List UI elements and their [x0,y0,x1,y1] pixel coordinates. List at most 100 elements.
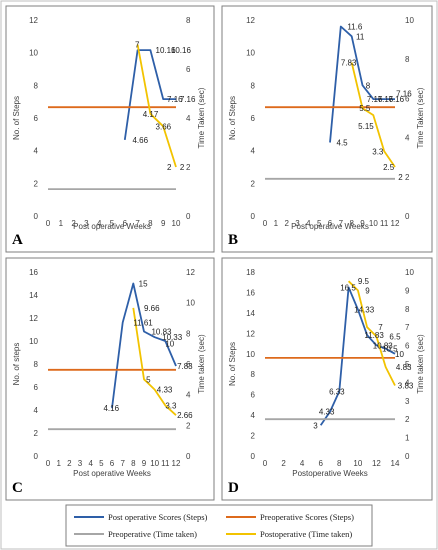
data-label: 7.83 [341,59,357,68]
x-tick-label: 3 [295,219,300,228]
x-tick-label: 2 [281,459,286,468]
right-tick-label: 2 [405,173,410,182]
right-tick-label: 10 [405,268,414,277]
data-label: 4.5 [337,139,349,148]
panel-letter: B [228,232,238,248]
x-tick-label: 0 [263,459,268,468]
series-line-post-steps [319,286,396,426]
x-tick-label: 6 [318,459,323,468]
data-label: 2.5 [383,163,395,172]
series-line-post-time [136,44,177,168]
right-tick-label: 3 [405,397,410,406]
left-tick-label: 12 [246,16,255,25]
panel-c-frame [5,257,215,501]
x-tick-label: 0 [46,219,51,228]
x-tick-label: 7 [135,219,140,228]
x-tick-label: 2 [71,219,76,228]
x-tick-label: 6 [110,459,115,468]
right-tick-label: 4 [405,378,410,387]
data-label: 5 [146,375,151,384]
y2-axis-label: Time taken (sec) [197,334,206,394]
data-label: 9 [365,286,370,295]
x-tick-label: 4 [97,219,102,228]
x-tick-label: 7 [120,459,125,468]
left-tick-label: 6 [34,383,39,392]
x-tick-label: 6 [123,219,128,228]
right-tick-label: 2 [186,421,191,430]
series-line-post-steps [123,49,176,141]
left-tick-label: 10 [246,49,255,58]
x-tick-label: 1 [59,219,64,228]
data-label: 3.66 [156,122,172,131]
panel-d-frame [221,257,433,501]
right-tick-label: 6 [405,94,410,103]
y-axis-label: No. of Steps [228,342,237,386]
data-label: 4.83 [396,363,412,372]
left-tick-label: 4 [34,147,39,156]
x-tick-label: 5 [317,219,322,228]
x-tick-label: 10 [150,459,159,468]
data-label: 9.66 [144,304,160,313]
legend: Post operative Scores (Steps) Preoperati… [65,504,373,547]
left-tick-label: 8 [251,81,256,90]
data-label: 7.16 [167,95,183,104]
data-label: 6.33 [329,387,345,396]
right-tick-label: 0 [405,212,410,221]
x-tick-label: 7 [339,219,344,228]
right-tick-label: 0 [186,452,191,461]
left-tick-label: 18 [246,268,255,277]
x-axis-label: Post operative Weeks [73,469,151,478]
data-label: 3 [313,421,318,430]
x-tick-label: 11 [380,219,389,228]
x-tick-label: 11 [161,459,170,468]
data-label: 15 [139,280,148,289]
right-tick-label: 6 [186,65,191,74]
series-line-post-steps [111,282,177,409]
data-label: 10 [165,339,174,348]
right-tick-label: 0 [186,212,191,221]
legend-frame [65,504,373,547]
data-label: 5.5 [359,104,371,113]
right-tick-label: 7 [405,323,410,332]
left-tick-label: 10 [246,350,255,359]
data-label: 16.5 [340,283,356,292]
right-tick-label: 6 [405,342,410,351]
x-tick-label: 10 [172,219,181,228]
data-label: 2 [180,163,185,172]
data-label: 11.83 [364,331,384,340]
right-tick-label: 12 [186,268,195,277]
right-tick-label: 6 [186,360,191,369]
data-label: 4.66 [132,136,148,145]
x-tick-label: 6 [328,219,333,228]
left-tick-label: 16 [29,268,38,277]
data-label: 7 [378,323,383,332]
data-label: 10.33 [162,333,183,342]
x-tick-label: 3 [78,459,83,468]
panel-letter: D [228,480,239,496]
right-tick-label: 2 [405,415,410,424]
y-axis-label: No. of Steps [12,96,21,140]
right-tick-label: 4 [186,391,191,400]
right-tick-label: 8 [186,329,191,338]
data-label: 3.3 [372,147,384,156]
x-tick-label: 8 [349,219,354,228]
left-tick-label: 10 [29,49,38,58]
x-tick-label: 10 [369,219,378,228]
x-tick-label: 2 [67,459,72,468]
left-tick-label: 0 [34,212,39,221]
left-tick-label: 6 [34,114,39,123]
x-axis-label: Postoperative Weeks [292,469,367,478]
data-label: 3.83 [398,382,414,391]
left-tick-label: 16 [246,288,255,297]
left-tick-label: 8 [251,370,256,379]
left-tick-label: 6 [251,114,256,123]
data-label: 11.61 [133,318,153,327]
left-tick-label: 8 [34,360,39,369]
data-label: 10.83 [373,341,394,350]
left-tick-label: 6 [251,391,256,400]
